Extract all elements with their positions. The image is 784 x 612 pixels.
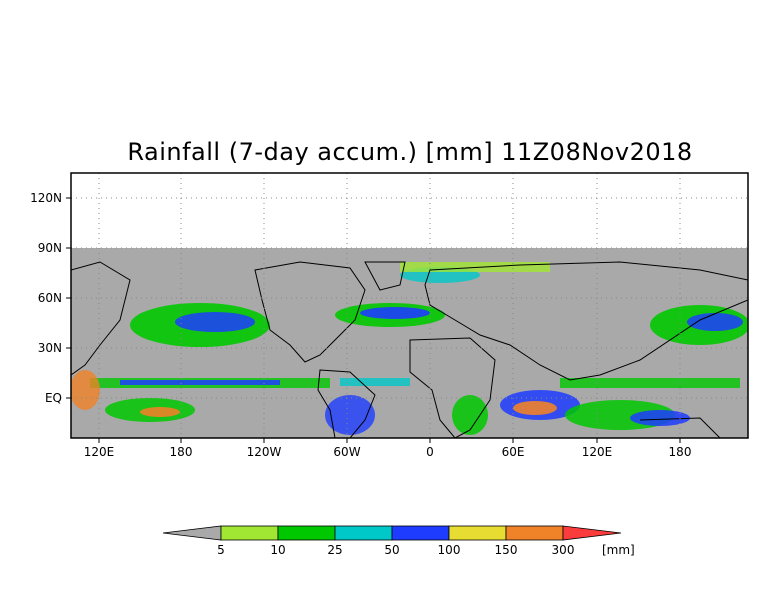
grid-lines bbox=[71, 173, 748, 438]
colorbar-swatch-5 bbox=[448, 525, 507, 541]
lat-label-30n: 30N bbox=[38, 341, 62, 355]
lon-label-120w: 120W bbox=[247, 445, 282, 459]
colorbar-swatch-1 bbox=[220, 525, 279, 541]
lat-label-eq: EQ bbox=[45, 391, 62, 405]
colorbar-swatch-6 bbox=[505, 525, 564, 541]
map-title: Rainfall (7-day accum.) [mm] 11Z08Nov201… bbox=[127, 138, 693, 166]
tick-marks bbox=[66, 197, 681, 443]
colorbar-label-5: 5 bbox=[217, 543, 225, 557]
colorbar-swatch-4 bbox=[391, 525, 450, 541]
colorbar-label-300: 300 bbox=[552, 543, 575, 557]
plot-frame bbox=[70, 172, 749, 439]
colorbar-label-10: 10 bbox=[270, 543, 285, 557]
rainfall-field bbox=[71, 262, 748, 435]
colorbar-label-100: 100 bbox=[438, 543, 461, 557]
lon-label-0: 0 bbox=[426, 445, 434, 459]
colorbar-label-50: 50 bbox=[384, 543, 399, 557]
coastlines bbox=[71, 261, 748, 438]
lat-label-60n: 60N bbox=[38, 291, 62, 305]
colorbar: 5 10 25 50 100 150 300 [mm] bbox=[162, 525, 635, 557]
colorbar-label-150: 150 bbox=[495, 543, 518, 557]
colorbar-label-25: 25 bbox=[327, 543, 342, 557]
lon-label-60e: 60E bbox=[502, 445, 525, 459]
colorbar-swatch-3 bbox=[334, 525, 393, 541]
colorbar-swatch-7 bbox=[562, 525, 622, 541]
lon-label-180-2: 180 bbox=[669, 445, 692, 459]
colorbar-unit: [mm] bbox=[602, 543, 635, 557]
lon-label-60w: 60W bbox=[333, 445, 360, 459]
lon-label-180: 180 bbox=[170, 445, 193, 459]
lon-label-120e-2: 120E bbox=[582, 445, 613, 459]
lon-label-120e: 120E bbox=[84, 445, 115, 459]
lat-label-90n: 90N bbox=[38, 241, 62, 255]
lat-label-120n: 120N bbox=[30, 191, 62, 205]
colorbar-swatch-0 bbox=[162, 525, 222, 541]
colorbar-swatch-2 bbox=[277, 525, 336, 541]
